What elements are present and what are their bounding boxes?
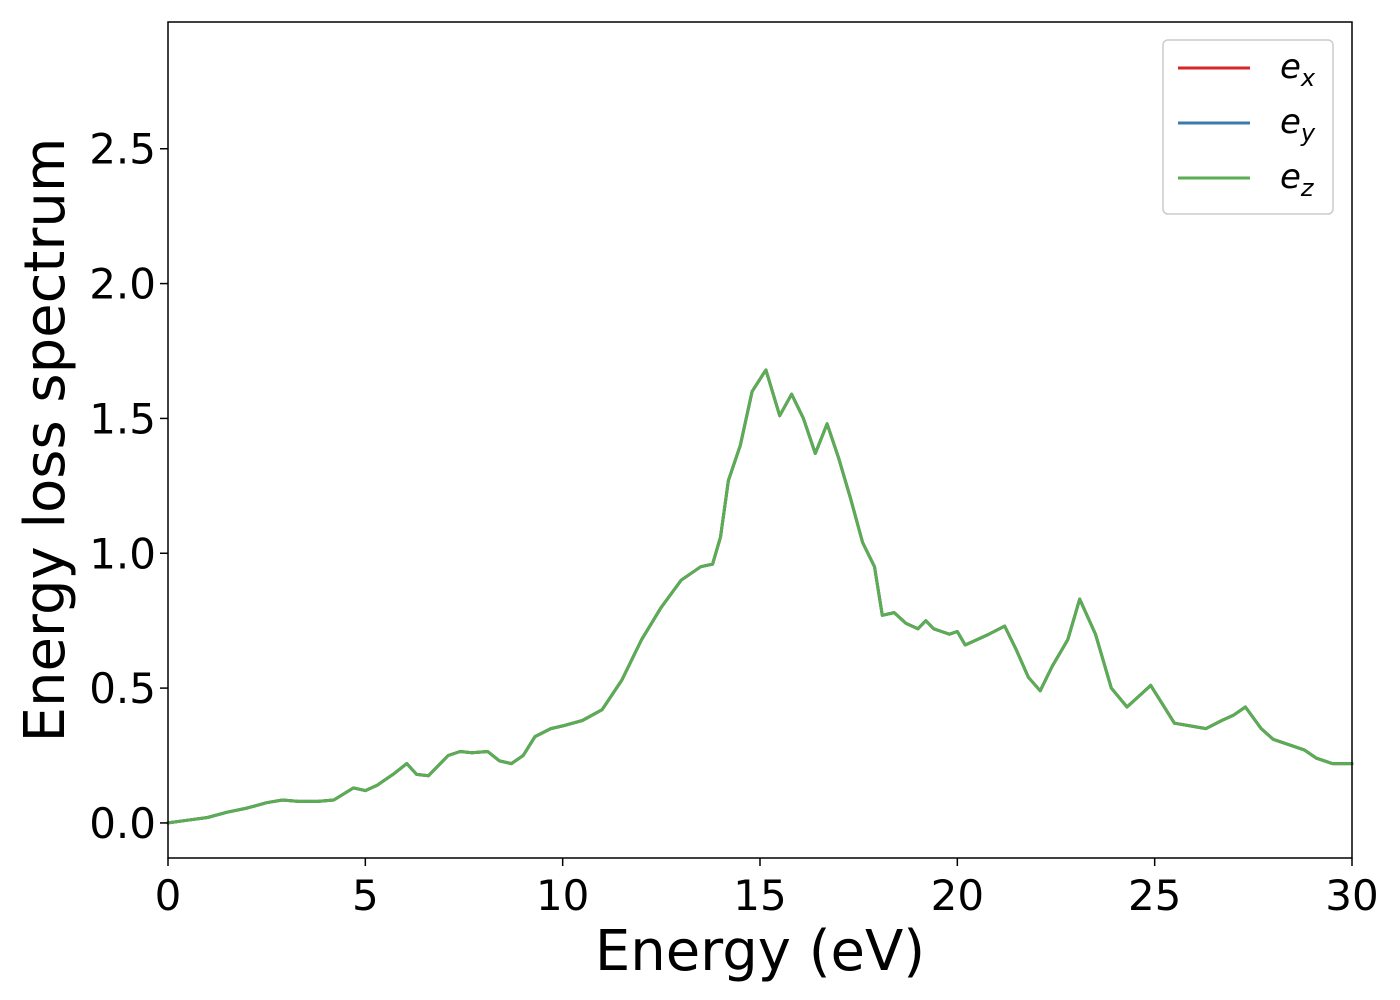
legend-box: [1162, 39, 1334, 215]
y-axis: 0.0 0.5 1.0 1.5 2.0 2.5: [89, 125, 168, 848]
x-axis-title: Energy (eV): [595, 919, 925, 984]
y-tick-label: 0.5: [89, 664, 156, 713]
x-tick-label: 5: [352, 871, 379, 920]
y-tick-label: 2.5: [89, 125, 156, 174]
x-tick-label: 15: [733, 871, 786, 920]
series-line-e-y: [166, 368, 1354, 825]
y-tick-label: 0.0: [89, 799, 156, 848]
y-tick-label: 2.0: [89, 260, 156, 309]
legend-label: ez: [1280, 157, 1315, 202]
x-tick-label: 0: [155, 871, 182, 920]
x-tick-label: 25: [1128, 871, 1181, 920]
x-axis: 0 5 10 15 20 25 30: [155, 858, 1379, 920]
x-tick-label: 20: [931, 871, 984, 920]
y-tick-label: 1.0: [89, 529, 156, 578]
x-tick-label: 30: [1325, 871, 1378, 920]
series-line-e-z: [166, 368, 1354, 825]
series-line-e-x: [166, 368, 1354, 825]
y-axis-title: Energy loss spectrum: [13, 138, 78, 743]
plot-area: [166, 368, 1354, 825]
x-tick-label: 10: [536, 871, 589, 920]
y-tick-label: 1.5: [89, 394, 156, 443]
